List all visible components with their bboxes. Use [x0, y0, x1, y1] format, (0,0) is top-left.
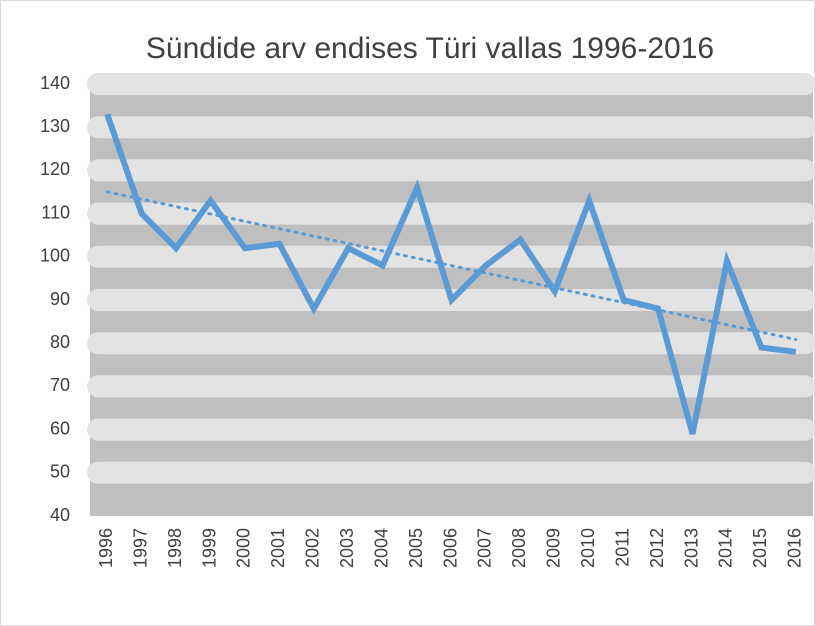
- x-tick-label: 1997: [130, 528, 150, 568]
- y-tick-label: 140: [40, 73, 70, 93]
- y-tick-label: 100: [40, 246, 70, 266]
- x-tick-label: 2013: [681, 528, 701, 568]
- x-tick-label: 2012: [647, 528, 667, 568]
- y-tick-label: 40: [50, 505, 70, 525]
- x-tick-label: 2016: [785, 528, 805, 568]
- x-tick-label: 2001: [268, 528, 288, 568]
- x-tick-label: 2008: [509, 528, 529, 568]
- trendline: [105, 190, 798, 341]
- x-tick-label: 1996: [96, 528, 116, 568]
- y-tick-label: 80: [50, 332, 70, 352]
- y-tick-label: 90: [50, 289, 70, 309]
- x-tick-label: 2000: [234, 528, 254, 568]
- x-tick-label: 2005: [406, 528, 426, 568]
- y-tick-label: 120: [40, 159, 70, 179]
- x-tick-label: 2003: [337, 528, 357, 568]
- x-tick-label: 2004: [371, 528, 391, 568]
- chart-title: Sündide arv endises Türi vallas 1996-201…: [146, 32, 714, 65]
- x-tick-label: 1999: [199, 528, 219, 568]
- x-tick-label: 2014: [716, 528, 736, 568]
- y-tick-label: 60: [50, 418, 70, 438]
- x-tick-label: 2015: [750, 528, 770, 568]
- y-tick-label: 130: [40, 116, 70, 136]
- x-tick-label: 2002: [303, 528, 323, 568]
- x-tick-label: 2007: [475, 528, 495, 568]
- y-tick-label: 110: [41, 202, 70, 222]
- x-tick-label: 2006: [440, 528, 460, 568]
- x-tick-label: 2010: [578, 528, 598, 568]
- x-tick-label: 2009: [544, 528, 564, 568]
- x-tick-label: 2011: [612, 528, 632, 567]
- data-line: [104, 113, 797, 435]
- x-tick-label: 1998: [165, 528, 185, 568]
- y-tick-label: 50: [50, 462, 70, 482]
- y-tick-label: 70: [50, 375, 70, 395]
